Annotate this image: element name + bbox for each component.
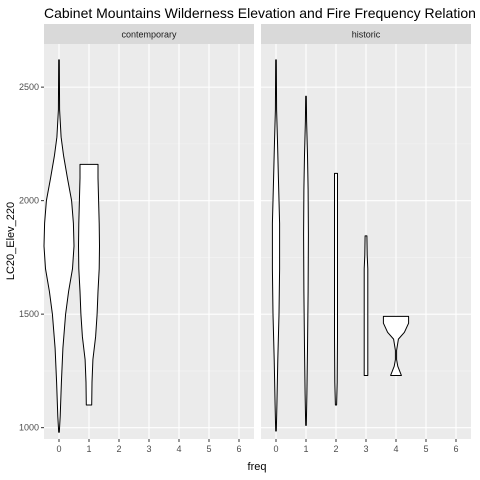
chart-title: Cabinet Mountains Wilderness Elevation a… — [44, 5, 476, 21]
violin-historic-freq-2 — [334, 172, 338, 406]
x-tick-label: 5 — [423, 444, 428, 454]
x-tick-label: 1 — [86, 444, 91, 454]
panel-contemporary: contemporary — [43, 24, 254, 439]
y-tick-label: 2500 — [19, 82, 39, 92]
panel-historic-violins — [271, 59, 410, 432]
x-tick-label: 3 — [146, 444, 151, 454]
violin-historic-freq-0 — [271, 59, 281, 432]
strip-label-contemporary: contemporary — [121, 30, 177, 40]
violin-historic-freq-1 — [303, 95, 309, 426]
panel-contemporary-violins — [43, 59, 100, 433]
y-axis-title: LC20_Elev_220 — [5, 202, 17, 280]
x-tick-label: 4 — [393, 444, 398, 454]
x-tick-label: 2 — [116, 444, 121, 454]
y-tick-label: 1000 — [19, 423, 39, 433]
violin-contemporary-freq-0 — [43, 59, 75, 433]
panel-historic: historic — [261, 24, 471, 439]
x-tick-label: 4 — [176, 444, 181, 454]
x-tick-label: 1 — [303, 444, 308, 454]
y-tick-label: 2000 — [19, 196, 39, 206]
strip-historic-bg — [261, 24, 471, 44]
x-tick-label: 0 — [56, 444, 61, 454]
x-tick-label: 0 — [273, 444, 278, 454]
x-tick-label: 5 — [206, 444, 211, 454]
x-axis: 0 1 2 3 4 5 6 0 1 2 3 4 5 6 — [56, 439, 459, 454]
violin-historic-freq-3 — [363, 235, 369, 376]
x-axis-title: freq — [248, 461, 267, 473]
y-axis: 1000 1500 2000 2500 — [19, 82, 44, 433]
y-tick-label: 1500 — [19, 309, 39, 319]
violin-contemporary-freq-1 — [78, 163, 100, 406]
x-tick-label: 2 — [333, 444, 338, 454]
x-tick-label: 6 — [453, 444, 458, 454]
x-tick-label: 6 — [236, 444, 241, 454]
strip-label-historic: historic — [352, 30, 381, 40]
strip-contemporary-bg — [44, 24, 254, 44]
violin-historic-freq-4 — [382, 315, 410, 376]
x-tick-label: 3 — [363, 444, 368, 454]
